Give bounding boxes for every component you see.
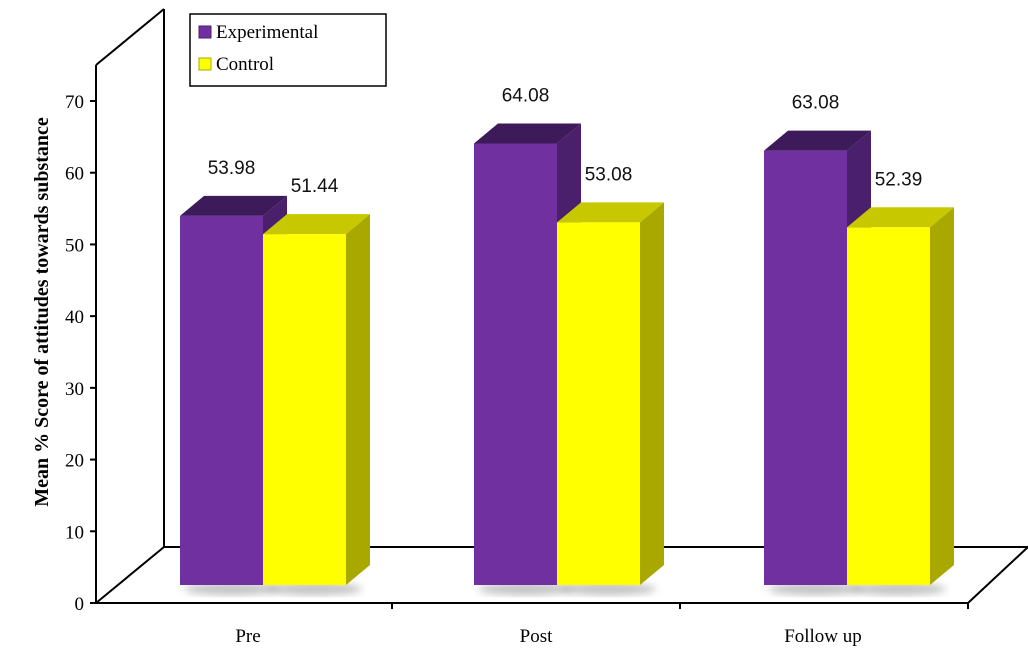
bar-front-face [263,234,346,585]
bar-top-face [180,195,287,216]
bar-side-face [930,207,954,585]
bar-side-face [346,214,370,585]
data-labels: 53.98 64.08 63.08 51.44 53.08 52.39 [208,85,923,197]
y-tick-label: 40 [65,307,84,328]
bar-front-face [847,227,930,585]
bar-front-face [474,143,557,585]
y-axis-label: Mean % Score of attitudes towards substa… [31,117,53,507]
data-label: 53.08 [585,164,633,185]
bar-control-follow-up [847,207,954,595]
bar-front-face [557,222,640,585]
legend: Experimental Control [189,13,387,87]
bar-shadow [478,583,573,595]
back-wall-edge [95,8,165,66]
bar-shadow [561,583,656,595]
y-tick-label: 10 [65,522,84,543]
bar-front-face [764,150,847,585]
y-tick-label: 50 [65,235,84,256]
x-axis-categories: Pre Post Follow up [235,626,861,647]
y-tick-label: 70 [65,92,84,113]
x-category-label: Post [520,626,553,647]
floor-right-edge [967,546,1028,604]
legend-swatch-control [198,57,212,71]
bar-front-face [180,215,263,585]
bar-shadow [768,583,863,595]
y-tick-label: 20 [65,451,84,472]
bar-side-face [640,202,664,585]
legend-label-experimental: Experimental [216,22,318,43]
data-label: 63.08 [792,93,840,114]
x-category-label: Follow up [784,626,862,647]
legend-swatch-experimental [198,25,212,39]
x-category-label: Pre [235,626,260,647]
data-label: 64.08 [502,85,550,106]
bar-shadow [267,583,362,595]
bar-top-face [557,202,664,223]
bar-shadow [851,583,946,595]
bar-shadow [184,583,279,595]
bar-top-face [474,123,581,144]
bar-control-pre [263,214,370,595]
bar-top-face [263,214,370,235]
bars [180,123,954,595]
bar-top-face [847,207,954,228]
data-label: 51.44 [291,176,339,197]
y-tick-label: 0 [75,594,85,615]
legend-box [189,13,387,87]
data-label: 52.39 [875,169,923,190]
floor-left-edge [95,546,165,604]
data-label: 53.98 [208,158,256,179]
bar-control-post [557,202,664,595]
y-tick-label: 30 [65,379,84,400]
y-tick-label: 60 [65,164,84,185]
y-axis-ticks: 0 10 20 30 40 50 60 70 [65,92,969,615]
legend-label-control: Control [216,54,274,75]
bar-top-face [764,130,871,151]
